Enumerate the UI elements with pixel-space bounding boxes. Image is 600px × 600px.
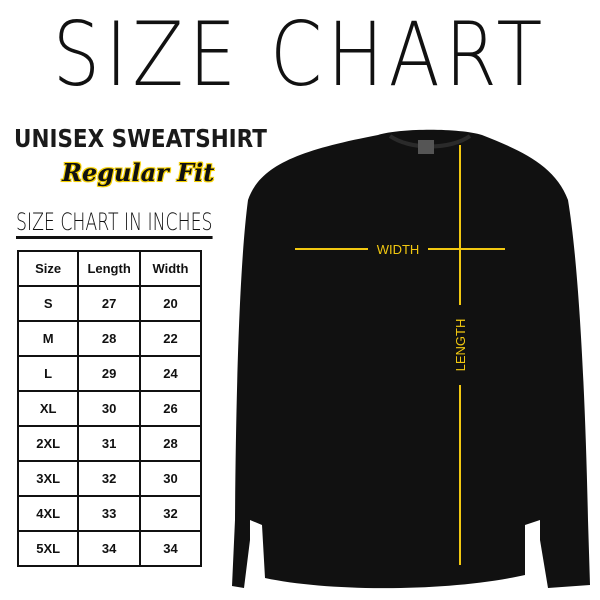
cell-length: 34 [77, 530, 141, 567]
cell-width: 28 [138, 425, 203, 462]
cell-size: S [16, 285, 80, 322]
product-name: UNISEX SWEATSHIRT [14, 124, 267, 153]
cell-length: 31 [77, 425, 141, 462]
cell-width: 32 [138, 495, 203, 532]
table-row: 3XL 32 30 [16, 460, 203, 497]
cell-size: 2XL [16, 425, 80, 462]
cell-width: 22 [138, 320, 203, 357]
cell-size: 3XL [16, 460, 80, 497]
cell-length: 29 [77, 355, 141, 392]
cell-width: 26 [138, 390, 203, 427]
cell-size: 4XL [16, 495, 80, 532]
header-size: Size [16, 250, 80, 287]
cell-length: 30 [77, 390, 141, 427]
cell-width: 34 [138, 530, 203, 567]
cell-length: 27 [77, 285, 141, 322]
table-header-row: Size Length Width [16, 250, 203, 287]
table-row: XL 30 26 [16, 390, 203, 427]
chart-heading: SIZE CHART IN INCHES [16, 208, 213, 239]
table-row: 4XL 33 32 [16, 495, 203, 532]
table-row: S 27 20 [16, 285, 203, 322]
fit-label: Regular Fit [62, 158, 215, 187]
cell-length: 33 [77, 495, 141, 532]
cell-width: 20 [138, 285, 203, 322]
cell-width: 30 [138, 460, 203, 497]
cell-size: L [16, 355, 80, 392]
sweatshirt-image [232, 129, 590, 589]
header-length: Length [77, 250, 141, 287]
table-row: 2XL 31 28 [16, 425, 203, 462]
cell-length: 28 [77, 320, 141, 357]
table-row: L 29 24 [16, 355, 203, 392]
width-label: WIDTH [377, 242, 420, 257]
table-row: M 28 22 [16, 320, 203, 357]
cell-length: 32 [77, 460, 141, 497]
length-label: LENGTH [453, 319, 468, 372]
cell-size: XL [16, 390, 80, 427]
size-table: Size Length Width S 27 20 M 28 22 L 29 24 XL 30 26 2… [16, 250, 203, 567]
header-width: Width [138, 250, 203, 287]
cell-size: M [16, 320, 80, 357]
tag [418, 140, 434, 154]
table-row: 5XL 34 34 [16, 530, 203, 567]
page-title: SIZE CHART [52, 3, 548, 106]
cell-size: 5XL [16, 530, 80, 567]
cell-width: 24 [138, 355, 203, 392]
